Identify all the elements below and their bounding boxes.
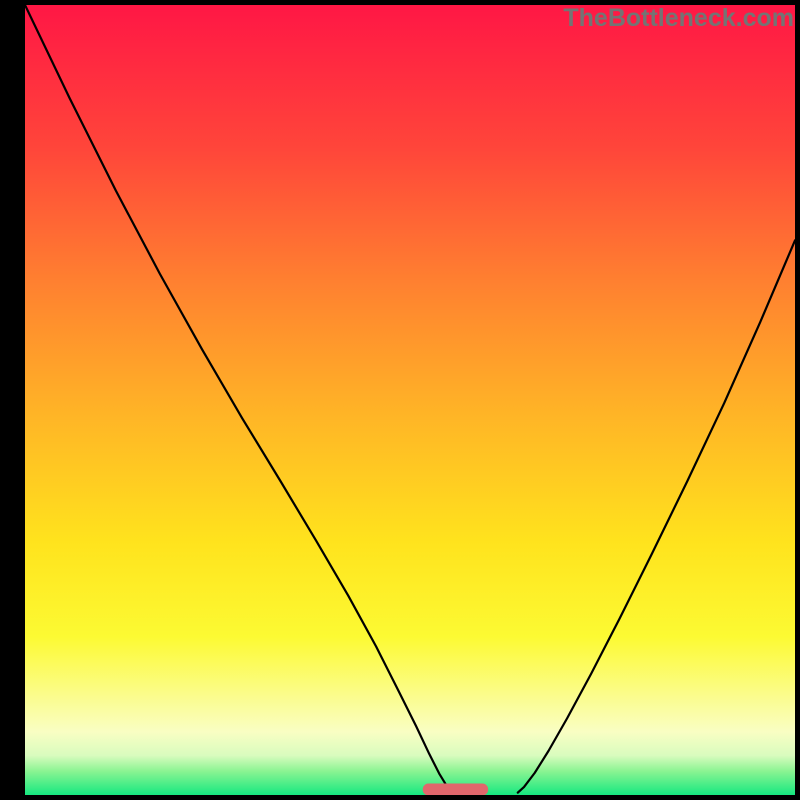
curve-left [25,5,455,793]
curve-layer [25,5,795,795]
bottleneck-marker [423,784,488,795]
bottleneck-chart: TheBottleneck.com [0,0,800,800]
watermark-text: TheBottleneck.com [563,4,794,33]
curve-right [518,240,795,792]
plot-area [25,5,795,795]
